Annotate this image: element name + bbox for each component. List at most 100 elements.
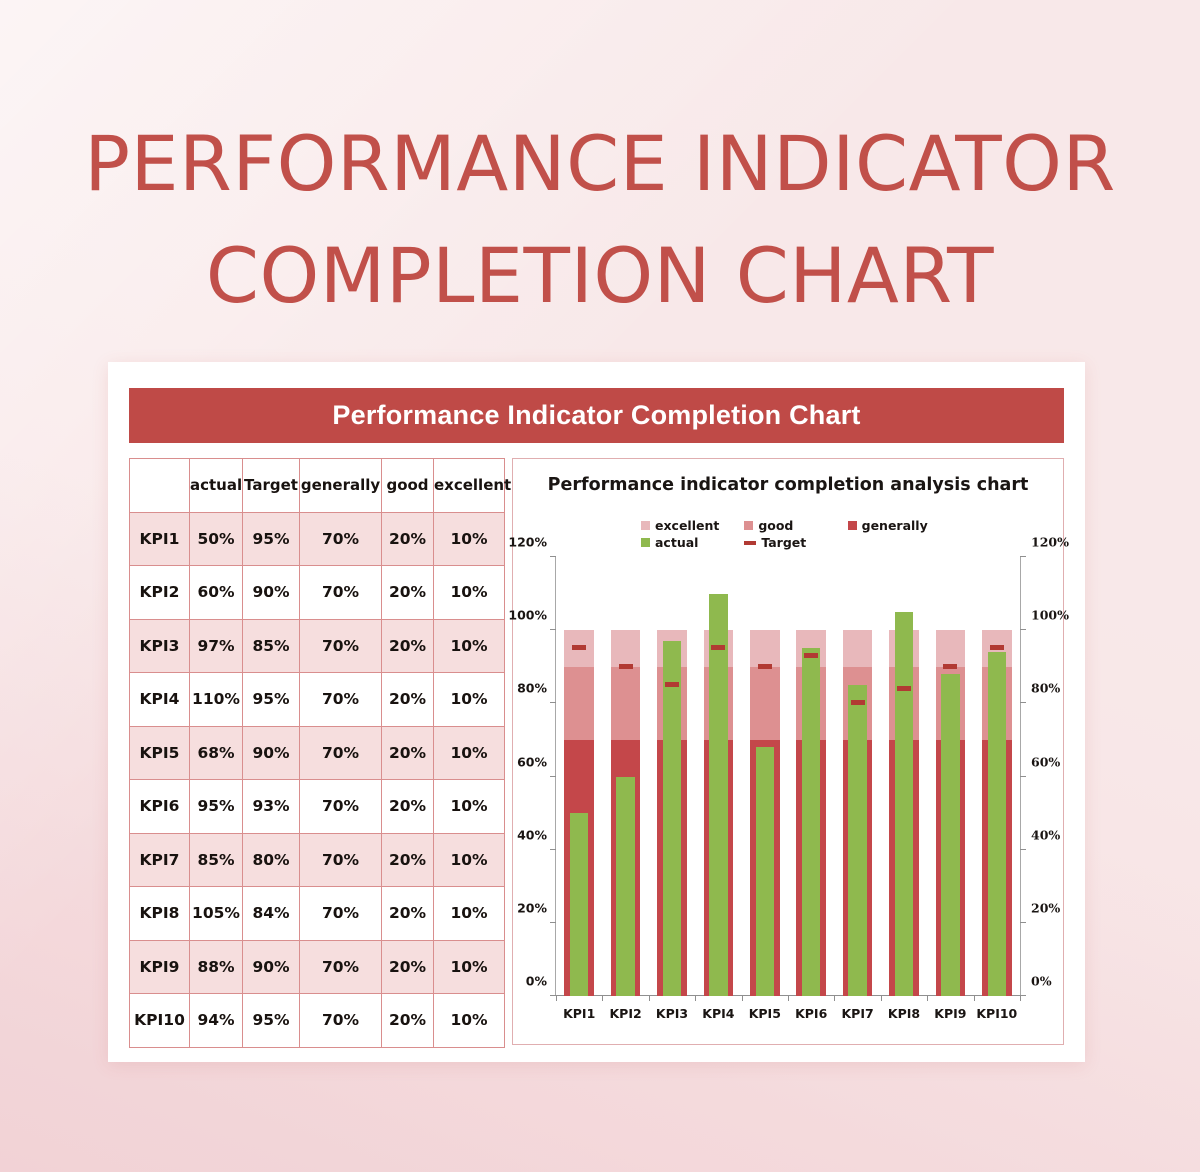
x-axis-label-KPI8: KPI8 bbox=[887, 1006, 921, 1021]
y-axis-tick-left bbox=[550, 556, 556, 557]
cell-actual: 88% bbox=[189, 939, 243, 994]
actual-bar-KPI10[interactable] bbox=[987, 652, 1007, 996]
actual-bar-KPI5[interactable] bbox=[755, 747, 775, 996]
cell-excellent: 10% bbox=[433, 672, 505, 727]
table-header-actual: actual bbox=[189, 458, 243, 513]
legend-item-Target[interactable]: Target bbox=[744, 534, 847, 551]
target-marker-KPI6[interactable] bbox=[804, 652, 819, 658]
x-axis-tick bbox=[695, 996, 697, 1001]
legend-label: excellent bbox=[655, 518, 720, 533]
cell-excellent: 10% bbox=[433, 993, 505, 1048]
cell-excellent: 10% bbox=[433, 832, 505, 887]
legend-swatch-good-icon bbox=[744, 521, 754, 530]
legend-swatch-generally-icon bbox=[847, 521, 857, 530]
cell-target: 90% bbox=[242, 725, 300, 780]
y-axis-label-left: 40% bbox=[517, 827, 547, 843]
x-axis-label-KPI9: KPI9 bbox=[934, 1006, 967, 1021]
actual-bar-KPI4[interactable] bbox=[709, 593, 728, 996]
y-axis-tick-right bbox=[1020, 556, 1026, 557]
cell-kpi: KPI6 bbox=[129, 779, 190, 834]
cell-excellent: 10% bbox=[433, 511, 505, 566]
cell-good: 20% bbox=[381, 993, 434, 1048]
legend-item-actual[interactable]: actual bbox=[641, 534, 744, 551]
y-axis-tick-right bbox=[1020, 921, 1026, 923]
x-axis-tick bbox=[927, 996, 929, 1001]
x-axis-tick bbox=[1020, 996, 1021, 1001]
cell-target: 90% bbox=[242, 565, 300, 620]
cell-generally: 70% bbox=[299, 565, 382, 620]
cell-kpi: KPI5 bbox=[129, 725, 190, 780]
target-marker-KPI7[interactable] bbox=[850, 700, 865, 706]
cell-excellent: 10% bbox=[433, 565, 505, 620]
target-marker-KPI10[interactable] bbox=[989, 645, 1004, 651]
cell-generally: 70% bbox=[299, 725, 382, 780]
actual-bar-KPI9[interactable] bbox=[941, 674, 960, 996]
legend-item-good[interactable]: good bbox=[744, 517, 847, 534]
cell-excellent: 10% bbox=[433, 618, 505, 673]
target-marker-KPI3[interactable] bbox=[665, 682, 679, 688]
cell-target: 95% bbox=[242, 672, 300, 727]
actual-bar-KPI8[interactable] bbox=[894, 611, 914, 996]
chart-legend: excellent good generally actual Target bbox=[641, 517, 951, 551]
target-marker-KPI5[interactable] bbox=[757, 663, 772, 669]
cell-actual: 68% bbox=[189, 725, 243, 780]
table-row: KPI5 68% 90% 70% 20% 10% bbox=[129, 725, 505, 780]
x-axis-label-KPI6: KPI6 bbox=[795, 1006, 828, 1021]
x-axis-tick bbox=[788, 996, 789, 1001]
x-axis-label-KPI10: KPI10 bbox=[976, 1006, 1018, 1021]
target-marker-KPI8[interactable] bbox=[897, 685, 911, 691]
cell-actual: 94% bbox=[189, 993, 243, 1048]
cell-target: 95% bbox=[242, 511, 300, 566]
table-row: KPI2 60% 90% 70% 20% 10% bbox=[129, 565, 505, 620]
y-axis-label-right: 80% bbox=[1031, 680, 1061, 696]
legend-label: generally bbox=[861, 518, 928, 533]
cell-actual: 85% bbox=[189, 832, 243, 887]
target-marker-KPI1[interactable] bbox=[572, 645, 587, 651]
table-header-kpi bbox=[129, 458, 190, 513]
x-axis-label-KPI7: KPI7 bbox=[841, 1006, 874, 1021]
cell-excellent: 10% bbox=[433, 725, 505, 780]
legend-label: good bbox=[758, 518, 794, 533]
table-header-generally: generally bbox=[299, 458, 382, 513]
cell-target: 95% bbox=[242, 993, 300, 1048]
cell-excellent: 10% bbox=[433, 886, 505, 941]
actual-bar-KPI1[interactable] bbox=[569, 813, 589, 996]
actual-bar-KPI6[interactable] bbox=[801, 648, 821, 996]
cell-generally: 70% bbox=[299, 511, 382, 566]
cell-target: 80% bbox=[242, 832, 300, 887]
actual-bar-KPI2[interactable] bbox=[616, 776, 635, 996]
bar-segment-excellent bbox=[610, 630, 641, 667]
plot-wrapper: 0% 0% 20% 20% 40% 40% 60% 60% 80% 80% 100% 100% 120%… bbox=[508, 535, 1069, 1022]
y-axis-tick-right bbox=[1020, 629, 1026, 631]
y-axis-label-right: 0% bbox=[1031, 973, 1052, 989]
cell-target: 93% bbox=[242, 779, 300, 834]
target-marker-KPI9[interactable] bbox=[943, 663, 958, 669]
cell-generally: 70% bbox=[299, 832, 382, 887]
legend-item-excellent[interactable]: excellent bbox=[641, 517, 744, 534]
y-axis-label-left: 80% bbox=[517, 680, 547, 696]
table-row: KPI6 95% 93% 70% 20% 10% bbox=[129, 779, 505, 834]
chart-card: Performance Indicator Completion Chart a… bbox=[108, 362, 1085, 1062]
x-axis-tick bbox=[602, 996, 604, 1001]
plot-area: 0% 0% 20% 20% 40% 40% 60% 60% 80% 80% 100% 100% 120%… bbox=[508, 535, 1069, 1022]
y-axis-tick-right bbox=[1020, 995, 1026, 996]
actual-bar-KPI7[interactable] bbox=[848, 685, 867, 996]
target-marker-KPI4[interactable] bbox=[711, 645, 726, 651]
chart-panel: Performance indicator completion analysi… bbox=[508, 458, 1069, 1045]
y-axis-label-left: 120% bbox=[508, 534, 547, 550]
table-row: KPI7 85% 80% 70% 20% 10% bbox=[129, 832, 505, 887]
legend-label: Target bbox=[761, 535, 807, 550]
y-axis-tick-left bbox=[550, 995, 556, 996]
kpi-data-table: actual Target generally good excellent KPI1 5… bbox=[129, 458, 511, 1048]
legend-item-generally[interactable]: generally bbox=[847, 517, 951, 534]
target-marker-KPI2[interactable] bbox=[618, 663, 633, 669]
table-header-excellent: excellent bbox=[433, 458, 511, 513]
cell-generally: 70% bbox=[299, 618, 382, 673]
x-axis-label-KPI3: KPI3 bbox=[655, 1006, 689, 1021]
y-axis-label-left: 100% bbox=[508, 607, 547, 623]
cell-kpi: KPI3 bbox=[129, 618, 190, 673]
cell-generally: 70% bbox=[299, 779, 382, 834]
actual-bar-KPI3[interactable] bbox=[662, 641, 682, 996]
cell-good: 20% bbox=[381, 886, 434, 941]
y-axis-label-right: 120% bbox=[1031, 534, 1069, 550]
